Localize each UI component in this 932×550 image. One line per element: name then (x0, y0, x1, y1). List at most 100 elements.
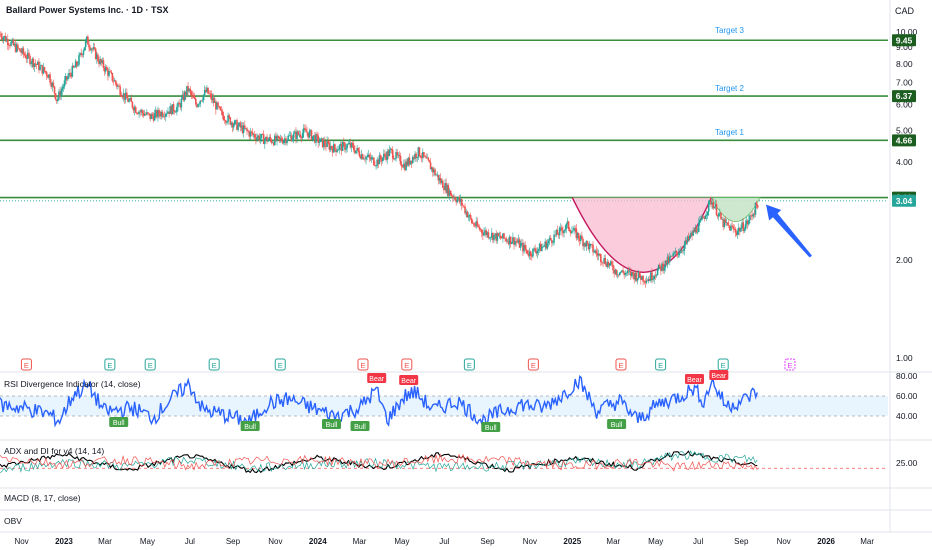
candle-body (393, 158, 395, 160)
candle-body (428, 160, 431, 163)
candle-body (745, 220, 748, 225)
candle-body (564, 228, 567, 231)
candle-body (52, 82, 55, 87)
candle-body (335, 148, 337, 153)
candle-body (177, 102, 179, 107)
candle-body (637, 271, 640, 279)
candle-body (316, 134, 318, 136)
time-tick-label: Nov (523, 537, 537, 546)
candle-body (533, 248, 535, 249)
candle-body (667, 256, 670, 262)
candle-body (681, 250, 683, 251)
candle-body (108, 71, 110, 76)
bear-label-text: Bear (711, 373, 726, 380)
candle-body (504, 238, 506, 239)
candle-body (556, 230, 559, 235)
candle-body (541, 246, 543, 252)
candle-body (32, 58, 35, 67)
candle-body (577, 232, 580, 239)
candle-body (98, 61, 100, 65)
earnings-marker (784, 358, 796, 371)
time-tick-label: 2025 (563, 537, 581, 546)
candle-body (240, 125, 243, 128)
candle-body (717, 213, 720, 217)
candle-body (45, 72, 48, 76)
candle-body (297, 131, 299, 135)
candle-body (239, 122, 242, 128)
candle-body (337, 149, 340, 151)
candle-body (450, 195, 453, 197)
candle-body (186, 86, 188, 96)
candle-body (43, 67, 46, 72)
candle-body (146, 112, 148, 115)
candle-body (308, 131, 311, 138)
candle-body (734, 229, 737, 233)
candle-body (508, 236, 511, 245)
candle-body (433, 169, 435, 173)
candle-body (187, 86, 189, 92)
candle-body (172, 104, 175, 112)
candle-body (379, 155, 382, 160)
time-tick-label: Nov (777, 537, 791, 546)
candle-body (247, 130, 249, 132)
candle-body (699, 219, 701, 223)
candle-body (68, 72, 70, 77)
candle-body (470, 218, 473, 223)
candle-body (468, 215, 471, 217)
candle-body (543, 246, 545, 247)
candle-body (625, 272, 628, 274)
candle-body (73, 67, 76, 68)
candle-body (513, 237, 515, 245)
candle-body (749, 215, 751, 221)
candle-body (704, 216, 707, 219)
candle-body (252, 134, 255, 135)
candle-body (459, 199, 462, 202)
candle-body (312, 135, 315, 137)
candle-body (374, 165, 376, 166)
candle-body (368, 154, 371, 158)
candle-body (636, 278, 639, 281)
candle-body (215, 101, 217, 110)
candle-body (657, 264, 660, 270)
candle-body (28, 52, 30, 56)
earnings-marker-label: E (787, 361, 792, 370)
candle-body (317, 135, 320, 143)
currency-label[interactable]: CAD (894, 6, 914, 16)
candle-body (409, 160, 412, 165)
time-tick-label: May (140, 537, 155, 546)
candle-body (305, 129, 307, 132)
time-tick-label: 2024 (309, 537, 327, 546)
bull-label-badge (350, 421, 370, 431)
candle-body (329, 146, 332, 150)
candle-body (380, 159, 383, 162)
candle-body (545, 241, 548, 249)
candle-body (439, 177, 442, 183)
candle-body (531, 255, 533, 257)
candle-body (420, 157, 423, 159)
price-tick-label: 4.00 (896, 157, 913, 167)
candle-body (711, 202, 713, 205)
candle-body (737, 227, 740, 231)
price-tick-label: 7.00 (896, 78, 913, 88)
candle-body (74, 61, 77, 68)
candle-body (88, 44, 90, 48)
candle-body (595, 250, 598, 254)
candle-body (456, 199, 459, 203)
time-tick-label: Mar (353, 537, 367, 546)
candle-body (480, 229, 483, 233)
candle-body (209, 93, 212, 95)
candle-body (274, 135, 276, 145)
candle-body (284, 138, 286, 141)
candle-body (136, 112, 138, 114)
earnings-marker-label: E (721, 361, 726, 370)
candle-body (484, 230, 486, 233)
candle-body (567, 221, 570, 230)
candle-body (489, 237, 492, 238)
candle-body (22, 48, 25, 54)
candle-body (95, 54, 98, 60)
candle-body (77, 64, 79, 66)
candle-body (173, 111, 176, 113)
candle-body (210, 93, 213, 100)
candle-body (12, 39, 15, 46)
